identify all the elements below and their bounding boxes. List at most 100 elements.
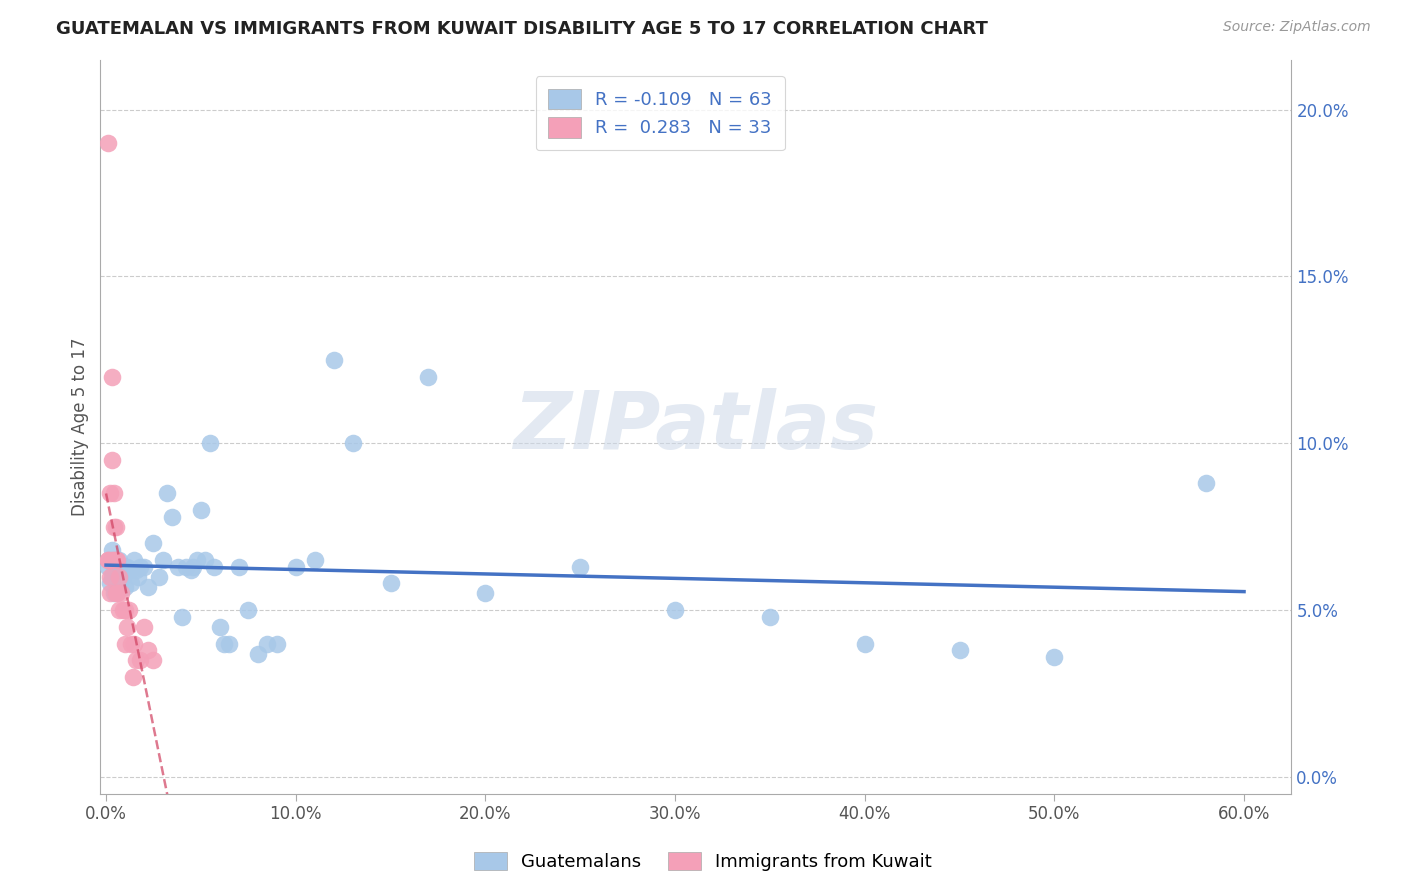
Point xyxy=(103,563,125,577)
Point xyxy=(104,586,127,600)
Text: ZIPatlas: ZIPatlas xyxy=(513,388,879,466)
Point xyxy=(121,670,143,684)
Point xyxy=(120,576,142,591)
Point xyxy=(100,570,122,584)
Point xyxy=(98,553,121,567)
Point xyxy=(186,553,208,567)
Point xyxy=(167,559,190,574)
Point xyxy=(1195,476,1218,491)
Point xyxy=(759,610,782,624)
Point xyxy=(181,559,204,574)
Text: GUATEMALAN VS IMMIGRANTS FROM KUWAIT DISABILITY AGE 5 TO 17 CORRELATION CHART: GUATEMALAN VS IMMIGRANTS FROM KUWAIT DIS… xyxy=(56,20,988,37)
Point xyxy=(108,570,131,584)
Point xyxy=(948,643,970,657)
Point xyxy=(104,520,127,534)
Point xyxy=(142,653,165,667)
Point xyxy=(266,636,288,650)
Point xyxy=(1043,649,1066,664)
Point xyxy=(174,559,197,574)
Legend: Guatemalans, Immigrants from Kuwait: Guatemalans, Immigrants from Kuwait xyxy=(467,845,939,879)
Point xyxy=(202,559,225,574)
Point xyxy=(132,620,155,634)
Point xyxy=(103,586,125,600)
Point xyxy=(218,636,240,650)
Point xyxy=(228,559,250,574)
Point xyxy=(107,559,129,574)
Point xyxy=(322,352,344,367)
Point xyxy=(569,559,592,574)
Point xyxy=(136,643,159,657)
Point xyxy=(108,570,131,584)
Point xyxy=(112,570,135,584)
Point xyxy=(418,369,440,384)
Point xyxy=(97,136,120,150)
Point xyxy=(97,553,120,567)
Point xyxy=(664,603,686,617)
Point xyxy=(212,636,235,650)
Point xyxy=(98,570,121,584)
Point xyxy=(100,369,122,384)
Point xyxy=(103,520,125,534)
Point xyxy=(125,653,148,667)
Point xyxy=(114,580,136,594)
Point xyxy=(132,559,155,574)
Point xyxy=(100,543,122,558)
Point xyxy=(124,636,146,650)
Point xyxy=(238,603,260,617)
Point xyxy=(115,559,138,574)
Point xyxy=(114,636,136,650)
Point xyxy=(110,586,132,600)
Point xyxy=(100,553,122,567)
Point xyxy=(304,553,326,567)
Point xyxy=(103,553,125,567)
Point xyxy=(208,620,231,634)
Point xyxy=(108,603,131,617)
Point xyxy=(110,563,132,577)
Point xyxy=(474,586,496,600)
Text: Source: ZipAtlas.com: Source: ZipAtlas.com xyxy=(1223,20,1371,34)
Point xyxy=(129,653,152,667)
Point xyxy=(115,620,138,634)
Point xyxy=(170,610,193,624)
Point xyxy=(114,559,136,574)
Point xyxy=(104,553,127,567)
Point xyxy=(180,563,202,577)
Point xyxy=(114,603,136,617)
Point xyxy=(853,636,876,650)
Y-axis label: Disability Age 5 to 17: Disability Age 5 to 17 xyxy=(72,337,89,516)
Point xyxy=(104,553,127,567)
Point xyxy=(104,570,127,584)
Point xyxy=(118,603,141,617)
Point xyxy=(190,503,212,517)
Point xyxy=(97,559,120,574)
Point xyxy=(136,580,159,594)
Point xyxy=(256,636,278,650)
Point xyxy=(100,453,122,467)
Point xyxy=(97,553,120,567)
Point xyxy=(284,559,307,574)
Point xyxy=(246,647,269,661)
Point xyxy=(112,603,135,617)
Point xyxy=(142,536,165,550)
Point xyxy=(125,563,148,577)
Point xyxy=(103,486,125,500)
Point xyxy=(194,553,217,567)
Point xyxy=(120,636,142,650)
Point xyxy=(129,559,152,574)
Legend: R = -0.109   N = 63, R =  0.283   N = 33: R = -0.109 N = 63, R = 0.283 N = 33 xyxy=(536,76,785,150)
Point xyxy=(98,576,121,591)
Point xyxy=(342,436,364,450)
Point xyxy=(152,553,174,567)
Point xyxy=(107,576,129,591)
Point xyxy=(107,553,129,567)
Point xyxy=(108,553,131,567)
Point xyxy=(162,509,184,524)
Point xyxy=(118,563,141,577)
Point xyxy=(380,576,402,591)
Point xyxy=(107,586,129,600)
Point xyxy=(98,586,121,600)
Point xyxy=(156,486,179,500)
Point xyxy=(148,570,170,584)
Point xyxy=(200,436,222,450)
Point xyxy=(127,570,149,584)
